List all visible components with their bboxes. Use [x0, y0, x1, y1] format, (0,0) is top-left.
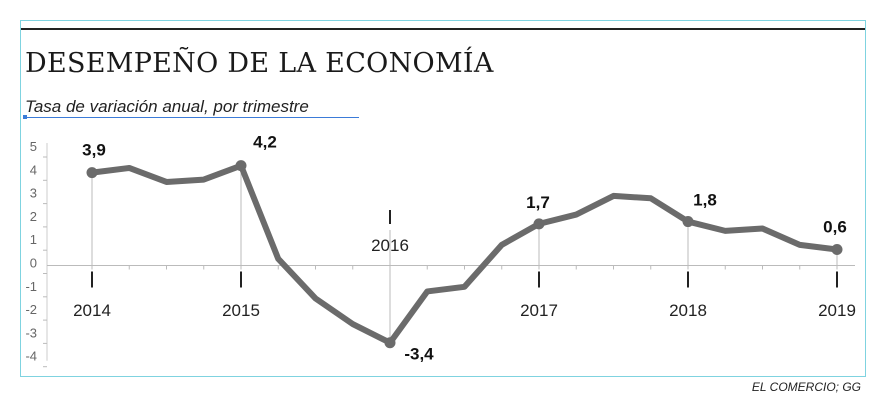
x-tick-label: 2018: [669, 301, 707, 320]
data-point-marker: [86, 167, 98, 179]
data-point-marker: [831, 244, 843, 256]
series-line: [89, 162, 840, 346]
source-credit: EL COMERCIO; GG: [751, 380, 861, 394]
data-label: 3,9: [82, 141, 106, 160]
y-tick-label: 5: [30, 139, 37, 154]
chart-subtitle: Tasa de variación anual, por trimestre: [25, 97, 309, 116]
chart-frame: [20, 20, 866, 377]
y-tick-label: -4: [25, 349, 37, 364]
data-point-marker: [533, 218, 545, 230]
y-tick-label: -1: [25, 279, 37, 294]
data-point-marker: [235, 160, 247, 172]
x-tick-label: 2015: [222, 301, 260, 320]
data-label: -3,4: [404, 345, 434, 364]
x-tick-label: 2019: [818, 301, 856, 320]
y-tick-label: 4: [30, 162, 37, 177]
data-point-marker: [384, 337, 396, 349]
top-rule: [21, 28, 865, 30]
y-tick-label: 3: [30, 186, 37, 201]
y-tick-label: 1: [30, 232, 37, 247]
y-tick-label: -2: [25, 302, 37, 317]
y-tick-label: 2: [30, 209, 37, 224]
x-tick-label: 2017: [520, 301, 558, 320]
data-label: 4,2: [253, 133, 277, 152]
subtitle-marker: [23, 115, 27, 119]
y-tick-label: -3: [25, 325, 37, 340]
data-point-marker: [682, 216, 694, 228]
data-label: 1,7: [526, 193, 550, 212]
x-tick-label: 2014: [73, 301, 111, 320]
chart-title: DESEMPEÑO DE LA ECONOMÍA: [25, 48, 494, 79]
data-label: 1,8: [693, 191, 717, 210]
y-tick-label: 0: [30, 256, 37, 271]
data-label: 0,6: [823, 218, 847, 237]
subtitle-underline: [25, 117, 359, 118]
